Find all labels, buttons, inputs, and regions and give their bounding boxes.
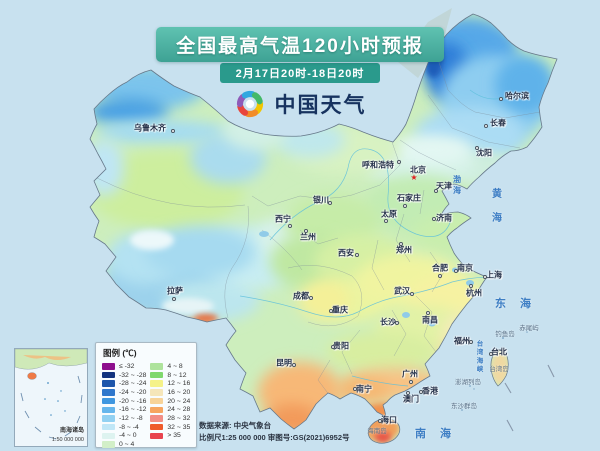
legend-row: -28 ~ -24 [102,379,146,388]
legend-title: 图例 (℃) [103,348,137,358]
legend-label: -16 ~ -12 [119,406,147,414]
legend-column-negative: ≤ -32 -32 ~ -28 -28 ~ -24 -24 ~ -20 -20 ~ -1… [102,362,146,449]
legend-label: 8 ~ 12 [167,371,187,379]
legend-label: 32 ~ 35 [167,423,191,431]
inset-title: 南海诸岛 [59,428,84,434]
legend-swatch [150,380,164,387]
legend-swatch [150,406,164,414]
legend-swatch [150,432,164,440]
legend-swatch [102,432,115,440]
legend-row: 32 ~ 35 [150,423,190,432]
legend-swatch [102,423,115,431]
taiwan-outline [490,349,509,387]
inset-map-graphic [14,348,88,446]
legend-row: -12 ~ -8 [102,414,146,423]
legend-swatch [102,389,115,396]
legend-row: -4 ~ 0 [102,432,146,441]
legend-row: -8 ~ -4 [102,423,146,432]
legend-label: -8 ~ -4 [119,423,139,431]
legend-label: -24 ~ -20 [119,388,147,396]
legend-row: -16 ~ -12 [102,405,146,414]
legend-row: ≤ -32 [102,362,146,371]
pinwheel-logo-icon [236,90,263,118]
legend-swatch [102,406,115,414]
brand-name: 中国天气 [274,94,367,117]
legend-label: -32 ~ -28 [119,371,147,379]
legend-label: -4 ~ 0 [119,432,137,440]
legend-row: -20 ~ -16 [102,397,146,406]
page-title: 全国最高气温120小时预报 [156,27,444,62]
legend-swatch [150,415,164,422]
legend-row: 8 ~ 12 [150,371,190,380]
header: 全国最高气温120小时预报 2月17日20时-18日20时 [0,27,600,83]
page-subtitle: 2月17日20时-18日20时 [219,63,381,83]
footer: 数据来源: 中央气象台 比例尺1:25 000 000 审图号:GS(2021)… [199,420,350,444]
legend-row: 28 ~ 32 [150,414,190,423]
legend-swatch [150,371,164,379]
legend-row: -24 ~ -20 [102,388,146,397]
map-scale: 比例尺1:25 000 000 审图号:GS(2021)6952号 [199,433,350,442]
legend-row: > 35 [150,432,190,441]
lakes [259,231,474,327]
china-outline [89,13,558,430]
legend-row: 16 ~ 20 [150,388,190,397]
legend-label: 16 ~ 20 [167,388,191,396]
legend-label: 20 ~ 24 [167,397,191,405]
legend-swatch [102,380,115,387]
rivers [239,89,511,387]
legend-label: > 35 [167,432,181,440]
legend-swatch [102,363,115,370]
boundary-dashes [504,364,555,432]
legend-label: 4 ~ 8 [167,362,183,370]
legend-label: ≤ -32 [119,362,135,370]
legend-label: 24 ~ 28 [167,406,191,414]
legend-swatch [102,371,115,379]
inset-scale: 1:50 000 000 [51,437,84,443]
legend-swatch [102,441,115,448]
legend-swatch [150,389,164,396]
legend-row: 24 ~ 28 [150,405,190,414]
legend-row: 20 ~ 24 [150,397,190,406]
legend-swatch [102,415,115,422]
legend-row: 4 ~ 8 [150,362,190,371]
legend-row: 12 ~ 16 [150,379,190,388]
legend-swatch [102,397,115,405]
legend-label: -20 ~ -16 [119,397,147,405]
legend-row: -32 ~ -28 [102,371,146,380]
data-source: 数据来源: 中央气象台 [199,421,272,430]
legend: 图例 (℃) ≤ -32 -32 ~ -28 -28 ~ -24 -24 ~ -20-… [95,342,197,448]
south-china-sea-inset: 南海诸岛 1:50 000 000 [14,348,88,447]
legend-label: 28 ~ 32 [167,414,191,422]
legend-swatch [150,423,164,431]
small-islands [461,331,528,411]
legend-label: 0 ~ 4 [119,441,135,449]
legend-label: -28 ~ -24 [119,380,147,388]
legend-label: -12 ~ -8 [119,414,143,422]
legend-swatch [150,363,164,370]
legend-swatch [150,397,164,405]
brand-logo: 中国天气 [0,88,600,120]
legend-row: 0 ~ 4 [102,440,146,449]
legend-label: 12 ~ 16 [167,380,191,388]
